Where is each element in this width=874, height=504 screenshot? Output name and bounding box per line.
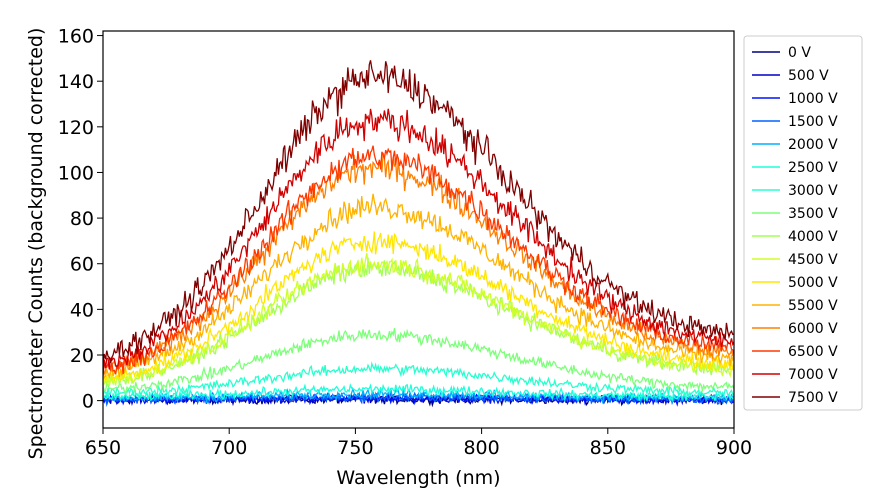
- legend-item: 4000 V: [752, 229, 838, 245]
- x-tick-label: 850: [590, 437, 626, 459]
- series-line-3500v: [103, 327, 734, 396]
- series-line-7000v: [103, 108, 734, 374]
- legend-item: 3500 V: [752, 206, 838, 222]
- legend-label: 5500 V: [788, 298, 838, 314]
- y-tick-label: 0: [82, 391, 94, 413]
- legend-item: 7500 V: [752, 390, 838, 406]
- legend-item: 3000 V: [752, 183, 838, 199]
- y-tick-label: 40: [70, 299, 94, 321]
- legend-label: 4000 V: [788, 229, 838, 245]
- y-axis-label: Spectrometer Counts (background correcte…: [25, 28, 47, 460]
- series-line-7500v: [103, 60, 734, 364]
- series-line-6500v: [103, 145, 734, 376]
- legend-label: 3500 V: [788, 206, 838, 222]
- x-tick-label: 800: [463, 437, 499, 459]
- legend-item: 500 V: [752, 68, 829, 84]
- x-tick-label: 900: [716, 437, 752, 459]
- legend-item: 4500 V: [752, 252, 838, 268]
- series-line-5000v: [103, 231, 734, 382]
- plot-frame: [102, 30, 735, 429]
- x-tick-label: 700: [211, 437, 247, 459]
- legend-frame: [743, 35, 863, 411]
- legend-label: 1500 V: [788, 114, 838, 130]
- x-tick-label: 750: [337, 437, 373, 459]
- x-axis-label: Wavelength (nm): [336, 467, 500, 489]
- legend-label: 0 V: [788, 45, 811, 61]
- series-line-5500v: [103, 193, 734, 380]
- y-tick-label: 20: [70, 345, 94, 367]
- legend-item: 0 V: [752, 45, 811, 61]
- legend-label: 7500 V: [788, 390, 838, 406]
- legend-label: 1000 V: [788, 91, 838, 107]
- legend-item: 5500 V: [752, 298, 838, 314]
- legend-label: 4500 V: [788, 252, 838, 268]
- legend-item: 6500 V: [752, 344, 838, 360]
- legend-item: 1000 V: [752, 91, 838, 107]
- legend-label: 7000 V: [788, 367, 838, 383]
- plot-lines: [103, 60, 734, 408]
- series-line-4500v: [103, 252, 734, 387]
- legend-label: 500 V: [788, 68, 829, 84]
- legend-label: 2500 V: [788, 160, 838, 176]
- legend-item: 6000 V: [752, 321, 838, 337]
- y-tick-label: 120: [58, 117, 94, 139]
- y-tick-label: 140: [58, 71, 94, 93]
- legend-item: 2000 V: [752, 137, 838, 153]
- y-tick-label: 160: [58, 26, 94, 48]
- legend-label: 2000 V: [788, 137, 838, 153]
- legend-item: 2500 V: [752, 160, 838, 176]
- legend-label: 6500 V: [788, 344, 838, 360]
- series-line-3000v: [103, 361, 734, 400]
- y-tick-label: 100: [58, 162, 94, 184]
- legend-label: 3000 V: [788, 183, 838, 199]
- series-line-6000v: [103, 152, 734, 375]
- legend-label: 6000 V: [788, 321, 838, 337]
- legend-item: 5000 V: [752, 275, 838, 291]
- series-line-2500v: [103, 383, 734, 403]
- x-tick-label: 650: [85, 437, 121, 459]
- legend: 0 V 500 V 1000 V 1500 V 2000 V 2500 V 3000 V 35…: [743, 35, 863, 411]
- legend-item: 7000 V: [752, 367, 838, 383]
- y-tick-label: 80: [70, 208, 94, 230]
- legend-label: 5000 V: [788, 275, 838, 291]
- y-axis: 0 20 40 60 80 100 120 140 160: [58, 26, 103, 413]
- x-axis: 650 700 750 800 850 900: [85, 428, 752, 459]
- legend-item: 1500 V: [752, 114, 838, 130]
- y-tick-label: 60: [70, 254, 94, 276]
